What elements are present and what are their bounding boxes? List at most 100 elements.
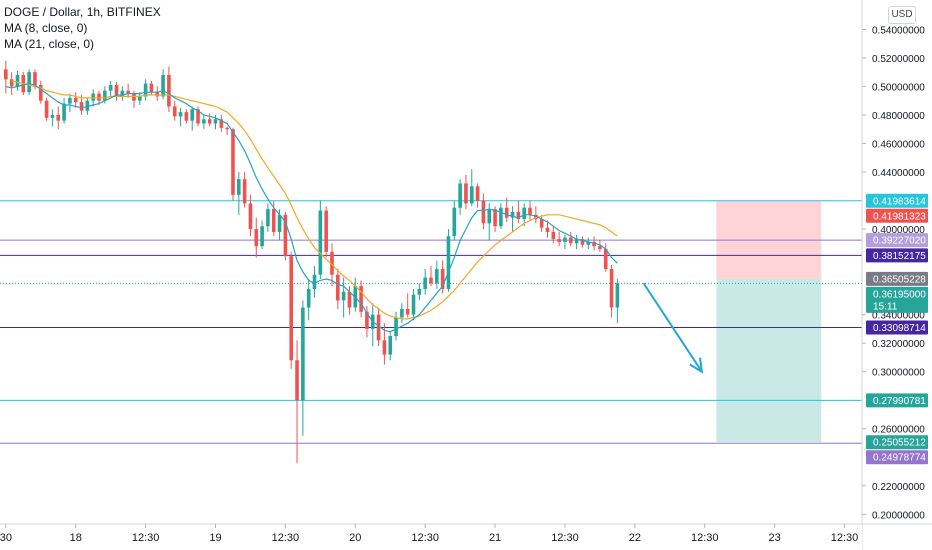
legend-ma-21[interactable]: MA (21, close, 0): [4, 37, 95, 51]
candle-body: [330, 251, 334, 275]
price-axis-ticks: 0.54000000 0.52000000 0.50000000 0.48000000…: [862, 25, 925, 521]
time-tick-label: 22: [629, 532, 641, 544]
candle-body: [207, 119, 212, 124]
candle-body: [178, 112, 183, 117]
price-tick-label: 0.20000000: [872, 510, 925, 521]
price-tick-label: 0.40000000: [872, 225, 925, 236]
candle-body: [586, 241, 591, 245]
candle-body: [592, 241, 596, 247]
candle-body: [318, 210, 323, 275]
candle-body: [336, 274, 340, 301]
candle-body: [609, 269, 614, 308]
price-tick-label: 0.48000000: [872, 111, 925, 122]
candle-body: [283, 214, 288, 257]
arrow-head: [689, 357, 704, 374]
candle-body: [504, 207, 509, 218]
price-label-text: 0.38152175: [873, 251, 926, 262]
time-tick-label: 20: [349, 532, 361, 544]
candle-body: [9, 79, 14, 87]
price-tick-label: 0.32000000: [872, 339, 925, 350]
candle-body: [27, 72, 31, 93]
time-tick-label: 12:30: [551, 532, 579, 544]
price-label-bg: [866, 320, 928, 335]
candle-body: [481, 200, 486, 224]
candle-body: [452, 207, 457, 237]
candle-body: [510, 211, 515, 218]
candle-body: [114, 85, 119, 97]
price-tick-label: 0.52000000: [872, 54, 925, 65]
candle-body: [382, 340, 387, 355]
time-tick-label: 19: [209, 532, 221, 544]
price-label-bg: [866, 233, 928, 248]
candle-series: [4, 60, 620, 463]
legend-ma-8[interactable]: MA (8, close, 0): [4, 21, 88, 35]
price-label-bg: [866, 248, 928, 263]
countdown-label: 15:11: [873, 301, 898, 312]
candle-body: [568, 237, 573, 244]
price-label-bg: [866, 435, 928, 450]
price-label-bg: [866, 208, 928, 223]
time-tick-label: 30: [0, 532, 12, 544]
candle-body: [248, 203, 253, 230]
candle-body: [469, 186, 474, 204]
candle-body: [73, 97, 78, 103]
candle-body: [91, 93, 95, 101]
candle-body: [79, 102, 84, 111]
candle-body: [15, 75, 20, 87]
price-labels: 0.41983614 0.41981323 0.39227020 0.38152175…: [866, 193, 928, 465]
candle-body: [534, 214, 538, 220]
candle-body: [4, 69, 8, 80]
candle-body: [551, 231, 556, 240]
candle-body: [615, 283, 620, 308]
candle-body: [557, 239, 561, 242]
candle-body: [202, 119, 206, 124]
candle-body: [580, 239, 585, 245]
price-tick-label: 0.44000000: [872, 168, 925, 179]
candle-body: [236, 179, 241, 195]
candle-body: [400, 308, 404, 318]
price-tick-label: 0.30000000: [872, 368, 925, 379]
time-tick-label: 12:30: [691, 532, 719, 544]
candle-body: [306, 288, 311, 308]
time-tick-label: 12:30: [411, 532, 439, 544]
price-tick-label: 0.54000000: [872, 25, 925, 36]
price-tick-label: 0.50000000: [872, 82, 925, 93]
price-label-text: 0.41981323: [873, 211, 926, 222]
time-tick-label: 23: [769, 532, 781, 544]
candle-body: [137, 96, 142, 101]
candle-body: [108, 85, 113, 91]
candle-body: [365, 311, 369, 329]
candle-body: [440, 269, 445, 289]
chart-legend: DOGE / Dollar, 1h, BITFINEX MA (8, close…: [4, 4, 161, 52]
price-label-text: 0.41983614: [873, 196, 926, 207]
legend-symbol[interactable]: DOGE / Dollar, 1h, BITFINEX: [4, 5, 161, 19]
trend-arrow: [642, 282, 704, 374]
time-tick-label: 18: [70, 532, 82, 544]
horizontal-levels: [0, 200, 862, 444]
price-tick-label: 0.34000000: [872, 311, 925, 322]
candle-body: [254, 229, 259, 247]
price-tick-label: 0.46000000: [872, 140, 925, 151]
candle-body: [126, 90, 130, 94]
candle-body: [487, 209, 492, 224]
candle-body: [50, 114, 55, 118]
take-profit-zone: [716, 278, 822, 443]
price-tick-label: 0.22000000: [872, 482, 925, 493]
candle-body: [545, 227, 550, 232]
candle-body: [359, 286, 363, 312]
time-tick-label: 12:30: [831, 532, 859, 544]
candle-body: [539, 219, 544, 228]
price-label-text: 0.36195000: [873, 289, 926, 300]
candle-body: [563, 237, 567, 242]
candle-body: [446, 236, 451, 289]
candle-body: [56, 114, 61, 121]
candle-body: [603, 249, 608, 269]
candle-body: [324, 210, 328, 252]
time-axis-panel: [0, 524, 862, 550]
candle-body: [598, 246, 602, 250]
candle-body: [143, 83, 148, 97]
candle-body: [161, 75, 165, 97]
currency-button[interactable]: USD: [888, 6, 916, 24]
candle-body: [132, 93, 136, 101]
